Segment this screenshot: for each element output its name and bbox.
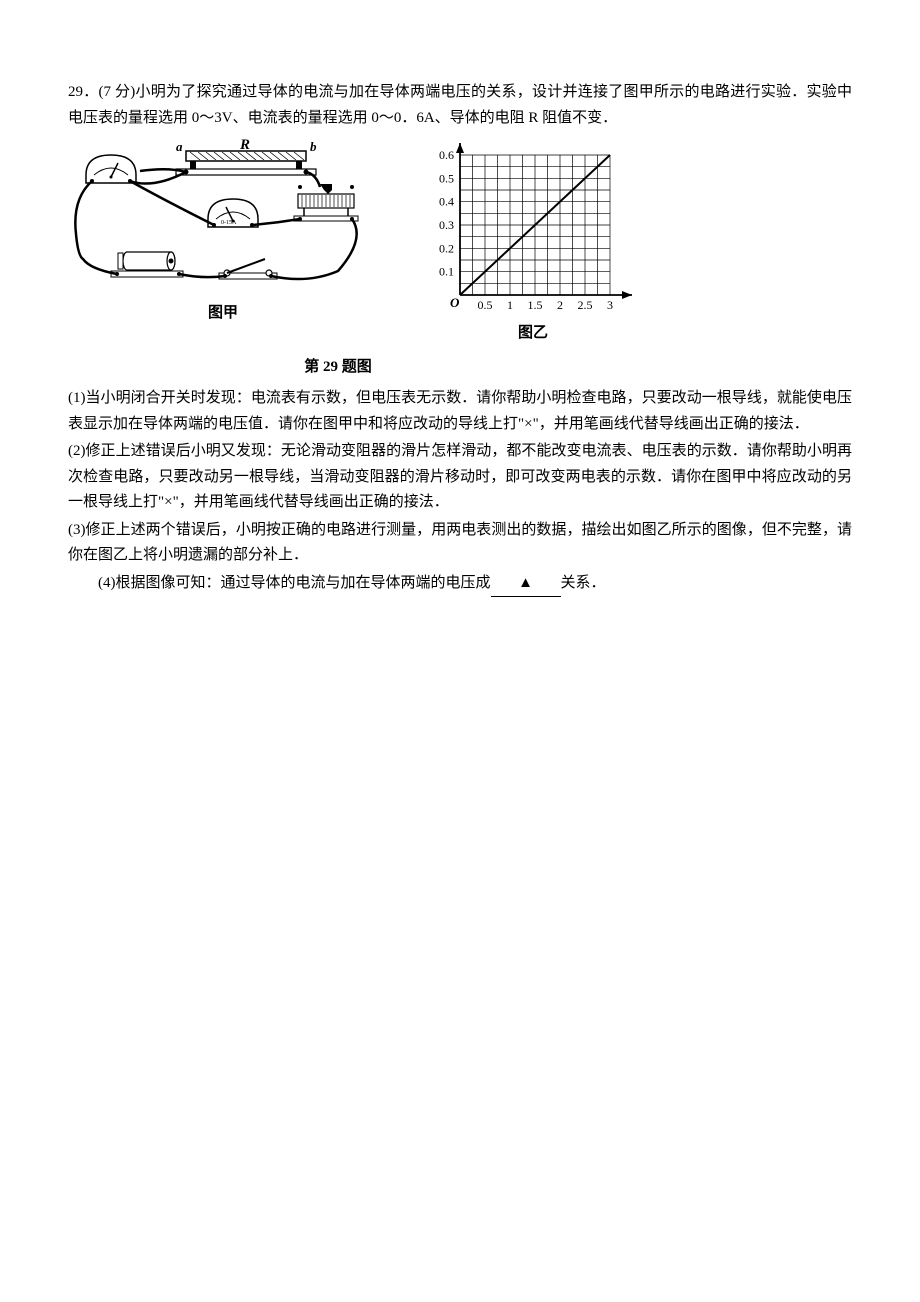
svg-text:0.4: 0.4 — [439, 195, 454, 209]
label-b: b — [310, 139, 317, 154]
caption-yi: 图乙 — [418, 321, 648, 347]
svg-text:0.2: 0.2 — [439, 241, 454, 255]
graph-chart: 0.1 0.2 0.3 0.4 0.5 0.6 0.5 1 1.5 2 2.5 3 O — [418, 139, 648, 319]
part4-prefix: (4)根据图像可知：通过导体的电流与加在导体两端的电压成 — [98, 575, 491, 591]
svg-text:0.5: 0.5 — [478, 298, 493, 312]
svg-text:0.5: 0.5 — [439, 171, 454, 185]
part4-suffix: 关系． — [561, 575, 606, 591]
part-4: (4)根据图像可知：通过导体的电流与加在导体两端的电压成▲关系． — [68, 571, 852, 598]
svg-text:0.1: 0.1 — [439, 265, 454, 279]
ammeter-icon: 0-15A — [208, 199, 258, 227]
part-1: (1)当小明闭合开关时发现：电流表有示数，但电压表无示数．请你帮助小明检查电路，… — [68, 386, 852, 437]
svg-text:0.3: 0.3 — [439, 218, 454, 232]
svg-text:0.6: 0.6 — [439, 148, 454, 162]
figures-row: a R b — [68, 139, 852, 347]
svg-text:3: 3 — [607, 298, 613, 312]
part-3: (3)修正上述两个错误后，小明按正确的电路进行测量，用两电表测出的数据，描绘出如… — [68, 518, 852, 569]
label-R: R — [239, 139, 250, 153]
rheostat-icon — [294, 184, 358, 221]
svg-text:O: O — [450, 295, 460, 310]
part-2: (2)修正上述错误后小明又发现：无论滑动变阻器的滑片怎样滑动，都不能改变电流表、… — [68, 439, 852, 516]
intro-text: 29．(7 分)小明为了探究通过导体的电流与加在导体两端电压的关系，设计并连接了… — [68, 84, 852, 126]
graph-figure: 0.1 0.2 0.3 0.4 0.5 0.6 0.5 1 1.5 2 2.5 3 O 图乙 — [418, 139, 648, 347]
main-caption: 第 29 题图 — [68, 355, 608, 381]
circuit-figure: a R b — [68, 139, 378, 327]
label-a: a — [176, 139, 183, 154]
svg-text:2.5: 2.5 — [578, 298, 593, 312]
caption-jia: 图甲 — [68, 301, 378, 327]
svg-text:1: 1 — [507, 298, 513, 312]
circuit-diagram: a R b — [68, 139, 378, 299]
switch-icon — [219, 259, 277, 279]
battery-icon — [111, 252, 183, 277]
svg-text:0-15A: 0-15A — [221, 220, 237, 226]
svg-text:1.5: 1.5 — [528, 298, 543, 312]
svg-text:2: 2 — [557, 298, 563, 312]
part4-blank: ▲ — [491, 571, 561, 598]
question-intro: 29．(7 分)小明为了探究通过导体的电流与加在导体两端电压的关系，设计并连接了… — [68, 80, 852, 131]
voltmeter-icon — [86, 155, 136, 183]
